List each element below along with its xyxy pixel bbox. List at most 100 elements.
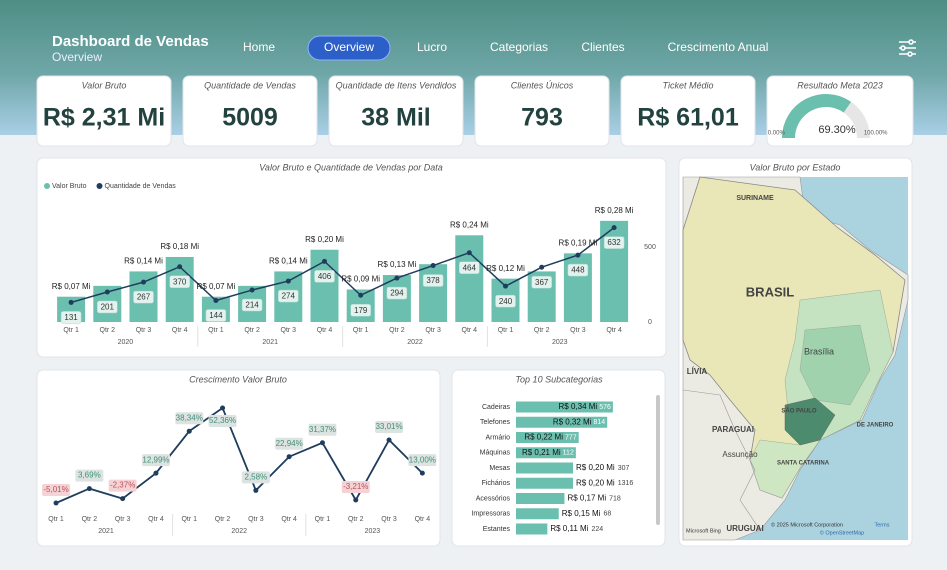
line-point — [153, 470, 159, 476]
data-label-bg — [108, 479, 137, 492]
map — [682, 176, 909, 541]
data-label-bg — [459, 261, 480, 274]
map-label: DE JANEIRO — [857, 423, 894, 429]
data-label-bg — [175, 412, 204, 425]
data-label-bg — [408, 454, 437, 467]
kpi-label: Quantidade de Itens Vendidos — [336, 80, 457, 90]
x-tick-label: Qtr 3 — [425, 327, 441, 334]
data-label: -3,21% — [343, 482, 368, 491]
map-label: SÃO PAULO — [781, 408, 817, 415]
data-label: 814 — [594, 419, 606, 426]
gauge-value — [782, 94, 852, 138]
data-label: 112 — [563, 450, 574, 457]
line-point — [104, 289, 110, 295]
data-label-bg — [350, 304, 371, 317]
data-label: 632 — [607, 238, 621, 247]
data-label: R$ 0,32 Mi — [553, 417, 592, 426]
data-label: 52,36% — [209, 416, 236, 425]
x-tick-label: Qtr 4 — [606, 327, 622, 334]
line-point — [177, 264, 183, 270]
data-label: 13,00% — [409, 455, 436, 464]
data-label-bg — [314, 270, 335, 283]
data-label: 777 — [565, 434, 577, 441]
map-label: BRASIL — [746, 284, 794, 299]
y-tick-label: Impressoras — [471, 511, 510, 518]
scrollbar[interactable] — [656, 395, 660, 525]
nav-item[interactable]: Overview — [324, 40, 374, 54]
y2-tick-label: 500 — [644, 244, 656, 251]
line-point — [186, 428, 192, 434]
bar — [516, 462, 573, 474]
data-label: R$ 0,15 Mi — [562, 509, 601, 518]
line-point — [386, 437, 392, 443]
data-label: 22,94% — [276, 439, 303, 448]
data-label: R$ 0,11 Mi — [550, 524, 588, 533]
nav-item[interactable]: Home — [243, 40, 275, 54]
chart-title: Valor Bruto e Quantidade de Vendas por D… — [259, 162, 442, 172]
data-label: 307 — [618, 465, 630, 472]
x-tick-label: Qtr 2 — [534, 327, 550, 334]
y-tick-label: Estantes — [483, 526, 511, 533]
data-label: R$ 0,22 Mi — [524, 433, 563, 442]
legend-label: Valor Bruto — [52, 183, 87, 190]
settings-icon[interactable] — [899, 39, 916, 57]
bar — [455, 235, 484, 322]
nav-item[interactable]: Clientes — [581, 40, 624, 54]
y-tick-label: Telefones — [480, 419, 510, 426]
map-attribution[interactable]: Terms — [875, 522, 890, 528]
data-label: 294 — [390, 289, 404, 298]
data-label: 267 — [137, 293, 151, 302]
data-label: 131 — [64, 313, 78, 322]
nav-item[interactable]: Lucro — [417, 40, 447, 54]
data-label: 378 — [426, 276, 440, 285]
data-label: R$ 0,14 Mi — [124, 257, 163, 266]
data-label: 31,37% — [309, 425, 336, 434]
x-group-label: 2023 — [552, 339, 568, 346]
kpi-card — [766, 75, 914, 147]
kpi-value: 5009 — [222, 104, 278, 132]
data-label: 240 — [499, 297, 513, 306]
data-label: 12,99% — [142, 455, 169, 464]
kpi-value: R$ 2,31 Mi — [43, 104, 165, 132]
x-tick-label: Qtr 3 — [248, 516, 264, 523]
line — [70, 227, 615, 304]
data-label: R$ 0,20 Mi — [576, 478, 615, 487]
legend-swatch — [44, 183, 50, 189]
bar — [516, 416, 608, 428]
nav-item[interactable]: Categorias — [490, 40, 548, 54]
nav-item[interactable]: Crescimento Anual — [668, 40, 769, 54]
data-label: 201 — [101, 303, 115, 312]
chart-title: Resultado Meta 2023 — [797, 80, 883, 90]
data-label-bg — [60, 311, 82, 324]
data-label-bg — [241, 471, 270, 484]
data-label: 224 — [591, 526, 603, 533]
x-group-label: 2020 — [118, 339, 134, 346]
data-label-bg — [97, 300, 118, 314]
x-tick-label: Qtr 1 — [48, 516, 64, 523]
x-tick-label: Qtr 1 — [181, 516, 197, 523]
bar — [516, 432, 579, 443]
data-label: 38,34% — [176, 413, 203, 422]
x-tick-label: Qtr 2 — [389, 327, 405, 334]
x-tick-label: Qtr 4 — [148, 516, 164, 523]
x-tick-label: Qtr 1 — [63, 327, 79, 334]
bar — [516, 493, 565, 504]
data-label: 1316 — [618, 480, 634, 487]
x-tick-label: Qtr 1 — [353, 327, 369, 334]
line-point — [285, 278, 291, 284]
x-tick-label: Qtr 2 — [100, 327, 116, 334]
data-label: R$ 0,07 Mi — [52, 282, 91, 291]
x-group-label: 2022 — [407, 339, 423, 346]
y-tick-label: Acessórios — [476, 495, 511, 502]
data-label: 370 — [173, 277, 187, 286]
bar — [516, 477, 573, 489]
data-label-bg — [531, 275, 552, 289]
legend-label: Quantidade de Vendas — [105, 183, 177, 190]
line-point — [358, 292, 364, 298]
map-attribution[interactable]: © OpenStreetMap — [820, 529, 864, 536]
kpi-label: Valor Bruto — [82, 80, 127, 90]
bar — [600, 220, 629, 322]
map-attribution: © 2025 Microsoft Corporation — [771, 521, 843, 528]
bar — [419, 264, 448, 322]
data-label: R$ 0,21 Mi — [522, 448, 561, 457]
